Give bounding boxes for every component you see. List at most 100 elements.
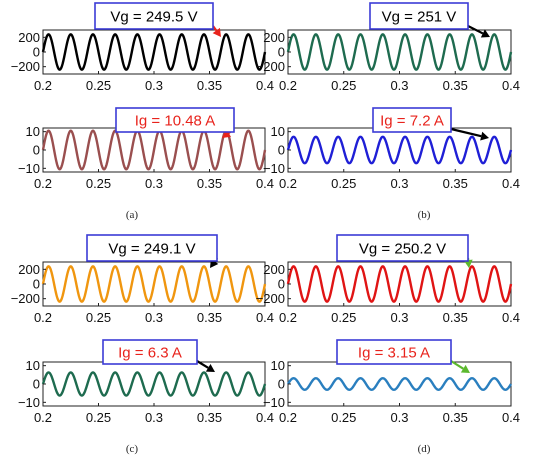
x-tick-label: 0.25 xyxy=(331,176,356,191)
x-tick-label: 0.2 xyxy=(279,310,297,325)
annotation-text: Ig = 7.2 A xyxy=(380,113,444,130)
y-tick-label: 0 xyxy=(278,377,285,392)
current-panel: 0.2 0.25 0.3 0.35 0.4 10 0 −10 Ig = 7.2 A xyxy=(263,107,520,191)
annotation-arrow xyxy=(196,360,209,369)
subfigure-caption: (a) xyxy=(126,209,139,221)
x-tick-label: 0.25 xyxy=(86,410,111,425)
current-panel: 0.2 0.25 0.3 0.35 0.4 10 0 −10 Ig = 10.48 A xyxy=(18,107,274,191)
annotation-text: Vg = 251 V xyxy=(382,9,457,26)
x-tick-label: 0.3 xyxy=(390,410,408,425)
annotation-arrowhead xyxy=(480,131,489,141)
x-tick-label: 0.4 xyxy=(256,176,274,191)
y-tick-label: −200 xyxy=(256,291,285,306)
x-tick-label: 0.4 xyxy=(256,310,274,325)
y-tick-label: 0 xyxy=(33,143,40,158)
x-tick-label: 0.3 xyxy=(145,176,163,191)
subfigure-caption: (b) xyxy=(418,209,431,221)
y-tick-label: −10 xyxy=(18,161,40,176)
annotation-text: Vg = 250.2 V xyxy=(359,241,446,258)
current-panel: 0.2 0.25 0.3 0.35 0.4 10 0 −10 Ig = 3.15 A xyxy=(263,339,520,425)
voltage-waveform xyxy=(286,33,513,71)
voltage-annotation: Vg = 249.1 V xyxy=(86,234,219,268)
x-tick-label: 0.3 xyxy=(145,410,163,425)
current-waveform xyxy=(286,135,513,165)
y-tick-label: 0 xyxy=(278,143,285,158)
x-tick-label: 0.2 xyxy=(34,310,52,325)
y-tick-label: −200 xyxy=(256,59,285,74)
voltage-annotation: Vg = 251 V xyxy=(369,2,490,38)
voltage-waveform xyxy=(41,33,267,71)
y-tick-label: 10 xyxy=(271,358,285,373)
annotation-box xyxy=(336,234,469,262)
x-tick-label: 0.25 xyxy=(331,310,356,325)
annotation-box xyxy=(86,234,218,262)
annotation-text: Vg = 249.5 V xyxy=(110,9,197,26)
current-waveform xyxy=(286,377,513,391)
current-annotation: Ig = 6.3 A xyxy=(102,339,215,372)
x-tick-label: 0.35 xyxy=(197,410,222,425)
x-tick-label: 0.25 xyxy=(331,410,356,425)
x-tick-label: 0.25 xyxy=(86,78,111,93)
current-waveform xyxy=(41,129,267,171)
current-annotation: Ig = 3.15 A xyxy=(336,339,470,373)
x-tick-label: 0.2 xyxy=(34,78,52,93)
x-tick-label: 0.3 xyxy=(145,78,163,93)
y-tick-label: 0 xyxy=(278,45,285,60)
voltage-annotation: Vg = 250.2 V xyxy=(336,234,473,268)
x-tick-label: 0.4 xyxy=(502,78,520,93)
annotation-arrow xyxy=(450,360,464,370)
annotation-text: Vg = 249.1 V xyxy=(108,241,195,258)
y-tick-label: 10 xyxy=(26,358,40,373)
y-tick-label: 0 xyxy=(33,377,40,392)
annotation-text: Ig = 10.48 A xyxy=(135,113,216,130)
subfigure-caption: (c) xyxy=(126,443,139,455)
annotation-arrow xyxy=(467,25,484,35)
current-panel: 0.2 0.25 0.3 0.35 0.4 10 0 −10 Ig = 6.3 A xyxy=(18,339,274,425)
x-tick-label: 0.35 xyxy=(197,310,222,325)
x-tick-label: 0.35 xyxy=(197,176,222,191)
y-tick-label: −10 xyxy=(18,395,40,410)
voltage-waveform xyxy=(286,265,513,303)
subfigure-caption: (d) xyxy=(418,443,431,455)
annotation-arrowhead xyxy=(212,27,221,37)
annotation-text: Ig = 3.15 A xyxy=(358,345,430,362)
annotation-text: Ig = 6.3 A xyxy=(118,345,182,362)
y-tick-label: −10 xyxy=(263,161,285,176)
current-annotation: Ig = 7.2 A xyxy=(372,107,489,141)
annotation-arrowhead xyxy=(480,29,490,38)
y-tick-label: −200 xyxy=(11,291,40,306)
voltage-waveform xyxy=(41,265,267,303)
x-tick-label: 0.3 xyxy=(390,310,408,325)
y-tick-label: 200 xyxy=(18,262,40,277)
x-tick-label: 0.25 xyxy=(331,78,356,93)
y-tick-label: 0 xyxy=(33,45,40,60)
annotation-arrow xyxy=(450,127,482,138)
x-tick-label: 0.2 xyxy=(34,176,52,191)
x-tick-label: 0.25 xyxy=(86,176,111,191)
annotation-box xyxy=(102,339,198,365)
y-tick-label: 10 xyxy=(26,124,40,139)
annotation-box xyxy=(94,2,214,30)
annotation-arrowhead xyxy=(460,364,470,373)
current-waveform xyxy=(41,371,267,397)
y-tick-label: −10 xyxy=(263,395,285,410)
x-tick-label: 0.3 xyxy=(145,310,163,325)
x-tick-label: 0.35 xyxy=(197,78,222,93)
x-tick-label: 0.4 xyxy=(502,410,520,425)
x-tick-label: 0.35 xyxy=(443,410,468,425)
x-tick-label: 0.35 xyxy=(443,78,468,93)
current-annotation: Ig = 10.48 A xyxy=(115,107,235,138)
x-tick-label: 0.4 xyxy=(256,78,274,93)
x-tick-label: 0.4 xyxy=(256,410,274,425)
y-tick-label: 0 xyxy=(33,277,40,292)
y-tick-label: 10 xyxy=(271,124,285,139)
